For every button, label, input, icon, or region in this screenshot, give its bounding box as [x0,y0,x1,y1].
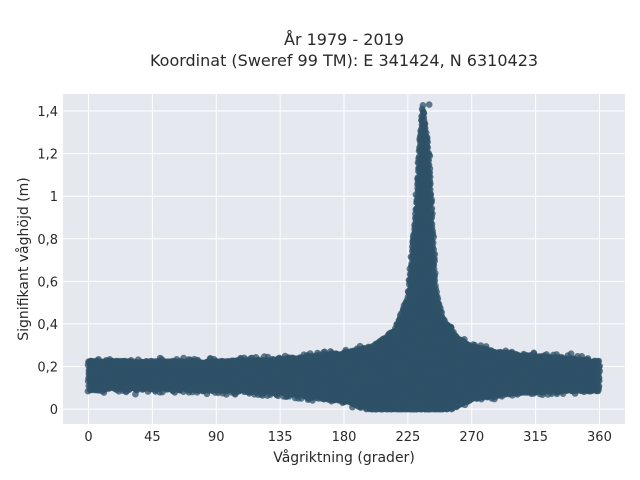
data-point [426,152,434,160]
data-points [84,101,603,413]
data-point [426,173,434,181]
data-point [429,229,437,237]
chart-title-line2: Koordinat (Sweref 99 TM): E 341424, N 63… [150,51,538,70]
data-point [428,220,436,228]
data-point [429,239,437,247]
data-point [431,269,439,277]
data-point [427,191,435,199]
data-point [429,210,436,217]
data-point [431,250,439,258]
chart-title-line1: År 1979 - 2019 [284,30,404,49]
